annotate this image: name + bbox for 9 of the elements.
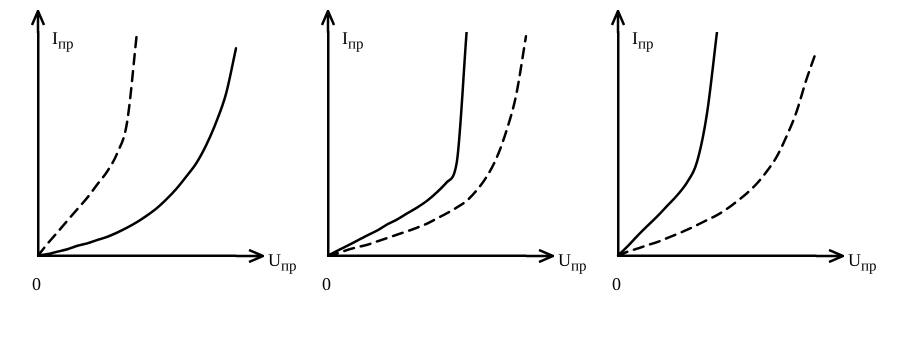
y-axis-title: I$_{пр}$ (632, 28, 654, 54)
y-axis-title: I$_{пр}$ (342, 28, 364, 54)
x-axis-title: U$_{пр}$ (848, 250, 877, 276)
x-axis-title: U$_{пр}$ (268, 250, 297, 276)
text: 0 (612, 274, 621, 295)
x-axis-title: U$_{пр}$ (558, 250, 587, 276)
text: 0 (322, 274, 331, 295)
y-axis-title: I$_{пр}$ (52, 28, 74, 54)
text: 0 (32, 274, 41, 295)
